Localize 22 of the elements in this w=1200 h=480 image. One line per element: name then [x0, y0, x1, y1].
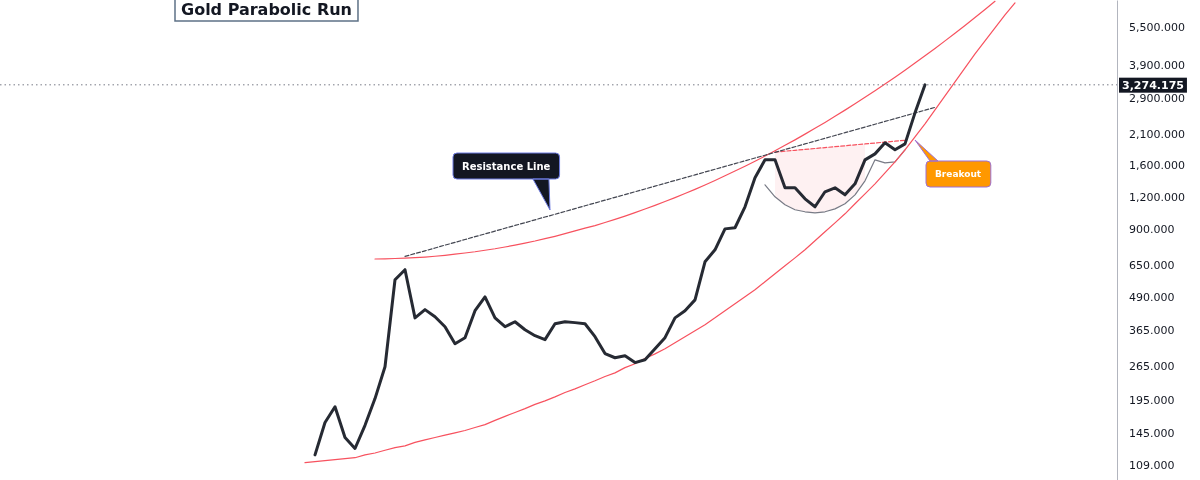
- y-tick-label: 3,900.000: [1129, 59, 1185, 73]
- line-series: [374, 0, 996, 260]
- y-tick-label: 109.000: [1129, 458, 1175, 472]
- y-tick-label: 5,500.000: [1129, 20, 1185, 34]
- y-tick-label: 265.000: [1129, 359, 1175, 373]
- chart-title: Gold Parabolic Run: [181, 0, 352, 19]
- line-series: [404, 106, 936, 258]
- annotation: Resistance Line: [462, 160, 551, 172]
- y-tick-label: 650.000: [1129, 259, 1175, 273]
- y-tick-label: 145.000: [1129, 426, 1175, 440]
- line-series: [774, 139, 906, 153]
- y-tick-label: 490.000: [1129, 290, 1175, 304]
- y-tick-label: 1,200.000: [1129, 190, 1185, 204]
- annotation: Breakout: [935, 169, 982, 180]
- y-tick-label: 900.000: [1129, 223, 1175, 237]
- line-series: [313, 83, 927, 457]
- y-tick-label: 1,600.000: [1129, 158, 1185, 172]
- y-tick-label: 2,900.000: [1129, 92, 1185, 106]
- y-tick-label: 195.000: [1129, 393, 1175, 407]
- y-tick-label: 365.000: [1129, 323, 1175, 337]
- ref-line-label: 3,274.175: [1122, 78, 1184, 92]
- y-tick-label: 2,100.000: [1129, 128, 1185, 142]
